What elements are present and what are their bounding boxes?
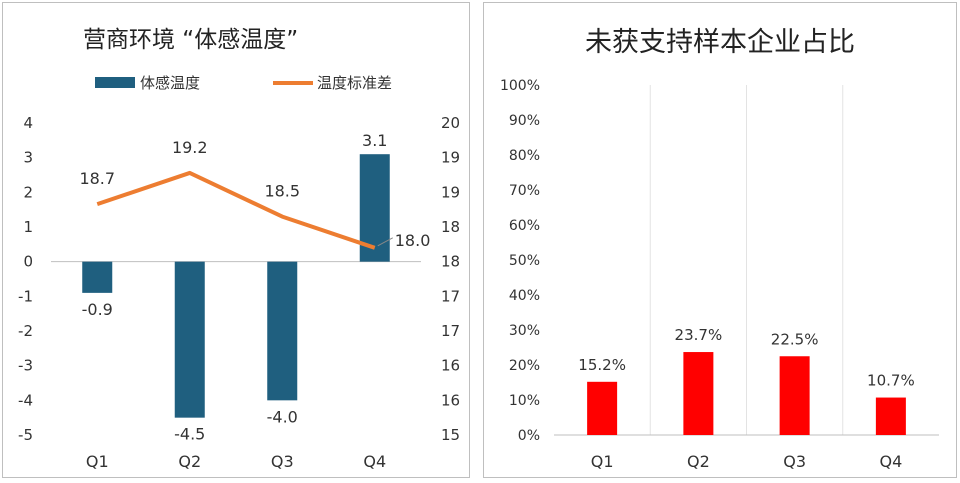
y-tick-label: 70%: [509, 183, 540, 199]
x-category-label: Q1: [591, 452, 614, 471]
bar-data-label: 15.2%: [578, 356, 626, 374]
x-category-label: Q3: [271, 452, 294, 471]
y-right-tick-label: 19: [441, 183, 460, 201]
line-data-label: 18.5: [264, 182, 300, 201]
y-left-tick-label: 3: [23, 149, 33, 167]
bar-data-label: -4.0: [267, 407, 298, 426]
y-left-tick-label: -3: [18, 357, 33, 375]
bar-data-label: 10.7%: [867, 372, 915, 390]
chart-right-title: 未获支持样本企业占比: [585, 27, 855, 58]
y-left-tick-label: 4: [23, 114, 33, 132]
chart-left-svg: 营商环境 “体感温度” 体感温度 温度标准差 4 3 2 1 0 -1 -2 -3 -4 -5 20 19 1…: [18, 27, 460, 471]
x-category-label: Q1: [86, 452, 109, 471]
line-data-label: 19.2: [172, 138, 208, 157]
y-right-tick-label: 15: [441, 426, 460, 444]
bar-q2: [174, 261, 205, 418]
y-right-tick-label: 18: [441, 253, 460, 271]
legend-label-line: 温度标准差: [317, 74, 392, 92]
y-tick-label: 0%: [518, 428, 540, 444]
y-right-tick-label: 16: [441, 391, 460, 409]
y-tick-label: 60%: [509, 218, 540, 234]
y-right-tick-label: 16: [441, 357, 460, 375]
y-tick-label: 90%: [509, 113, 540, 129]
y-right-tick-label: 17: [441, 287, 460, 305]
y-right-tick-label: 19: [441, 149, 460, 167]
bar-data-label: 22.5%: [771, 330, 819, 348]
y-left-tick-label: -4: [18, 391, 33, 409]
line-series-std: [96, 170, 376, 250]
bar-q2: [683, 352, 714, 435]
y-right-tick-label: 18: [441, 218, 460, 236]
x-category-label: Q4: [363, 452, 386, 471]
y-left-tick-label: 0: [23, 253, 33, 271]
y-left-tick-label: -2: [18, 322, 33, 340]
bar-q1: [82, 261, 113, 293]
bar-data-label: 3.1: [362, 131, 387, 150]
bar-data-label: -0.9: [82, 300, 113, 319]
y-tick-label: 10%: [509, 393, 540, 409]
chart-left-title: 营商环境 “体感温度”: [83, 27, 298, 53]
bar-q3: [779, 356, 810, 435]
y-right-tick-label: 20: [441, 114, 460, 132]
bar-q4: [875, 397, 906, 435]
y-tick-label: 30%: [509, 323, 540, 339]
x-category-label: Q3: [783, 452, 806, 471]
y-tick-label: 80%: [509, 148, 540, 164]
y-tick-label: 20%: [509, 358, 540, 374]
y-tick-label: 100%: [500, 78, 540, 94]
bar-q3: [267, 261, 298, 401]
x-category-label: Q4: [879, 452, 902, 471]
x-category-label: Q2: [687, 452, 710, 471]
bar-q1: [587, 381, 618, 435]
chart-panel-right: 未获支持样本企业占比 100% 90% 80% 70% 60% 50% 40% 30% 20% 10…: [483, 2, 957, 478]
line-label-leader: [377, 237, 393, 247]
y-right-tick-label: 17: [441, 322, 460, 340]
x-category-label: Q2: [178, 452, 201, 471]
chart-right-svg: 未获支持样本企业占比 100% 90% 80% 70% 60% 50% 40% 30% 20% 10…: [500, 27, 939, 471]
bar-data-label: 23.7%: [675, 326, 723, 344]
y-left-tick-label: -1: [18, 287, 33, 305]
chart-panel-left: 营商环境 “体感温度” 体感温度 温度标准差 4 3 2 1 0 -1 -2 -3 -4 -5 20 19 1…: [2, 2, 470, 478]
y-left-tick-label: -5: [18, 426, 33, 444]
line-data-label: 18.7: [79, 169, 115, 188]
y-left-tick-label: 1: [23, 218, 33, 236]
y-left-tick-label: 2: [23, 183, 33, 201]
bar-data-label: -4.5: [174, 425, 205, 444]
legend-swatch-bar: [95, 77, 135, 88]
y-tick-label: 50%: [509, 253, 540, 269]
line-data-label: 18.0: [395, 231, 431, 250]
legend-label-bar: 体感温度: [140, 74, 200, 92]
y-tick-label: 40%: [509, 288, 540, 304]
